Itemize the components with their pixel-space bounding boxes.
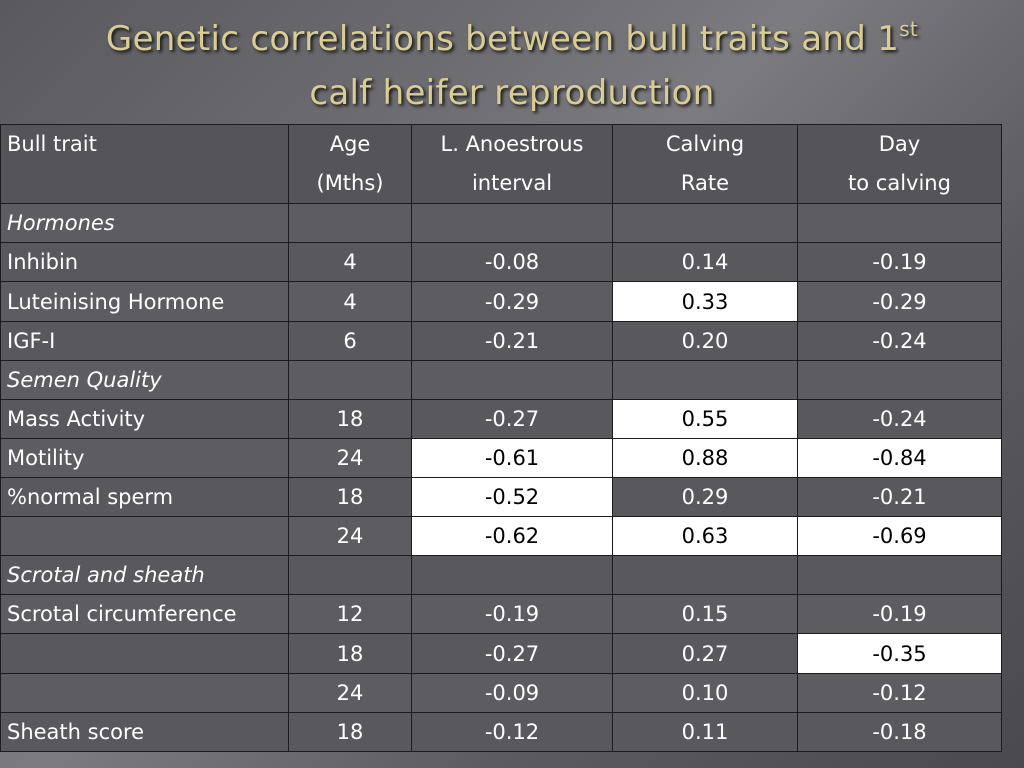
cell-day-to-calving	[797, 359, 1002, 400]
cell-day-to-calving: -0.69	[797, 516, 1002, 557]
table-row: 18 -0.27 0.27 -0.35	[0, 633, 1002, 674]
cell-age	[288, 203, 412, 244]
cell-bull-trait: Inhibin	[0, 242, 289, 283]
cell-age	[288, 555, 412, 596]
cell-calving-rate: 0.15	[612, 594, 798, 635]
table-header-row: Bull trait Age (Mths) L. Anoestrous interv…	[0, 123, 1002, 205]
cell-bull-trait: Sheath score	[0, 711, 289, 753]
header-day-to-calving: Day to calving	[797, 123, 1002, 205]
cell-calving-rate: 0.63	[612, 516, 798, 557]
cell-day-to-calving: -0.35	[797, 633, 1002, 674]
cell-calving-rate	[612, 555, 798, 596]
cell-age	[288, 359, 412, 400]
table-row: 24 -0.62 0.63 -0.69	[0, 516, 1002, 557]
cell-day-to-calving: -0.24	[797, 320, 1002, 361]
cell-anoestrous-interval: -0.21	[411, 320, 613, 361]
cell-bull-trait: %normal sperm	[0, 477, 289, 518]
title-superscript: st	[899, 17, 919, 41]
table-row: %normal sperm 18 -0.52 0.29 -0.21	[0, 477, 1002, 518]
correlation-table: Bull trait Age (Mths) L. Anoestrous interv…	[0, 123, 1002, 753]
section-label: Hormones	[0, 203, 289, 244]
cell-bull-trait	[0, 672, 289, 713]
cell-bull-trait: Luteinising Hormone	[0, 281, 289, 322]
cell-anoestrous-interval	[411, 555, 613, 596]
cell-calving-rate: 0.20	[612, 320, 798, 361]
slide-title: Genetic correlations between bull traits…	[0, 12, 1024, 120]
cell-anoestrous-interval	[411, 359, 613, 400]
cell-calving-rate: 0.11	[612, 711, 798, 753]
cell-bull-trait: Mass Activity	[0, 398, 289, 439]
cell-bull-trait: IGF-I	[0, 320, 289, 361]
cell-calving-rate: 0.10	[612, 672, 798, 713]
cell-anoestrous-interval: -0.61	[411, 437, 613, 479]
section-row: Scrotal and sheath	[0, 555, 1002, 596]
header-bull-trait: Bull trait	[0, 123, 289, 205]
header-calving-rate: Calving Rate	[612, 123, 798, 205]
cell-anoestrous-interval: -0.19	[411, 594, 613, 635]
cell-calving-rate: 0.27	[612, 633, 798, 674]
cell-anoestrous-interval	[411, 203, 613, 244]
cell-day-to-calving: -0.18	[797, 711, 1002, 753]
cell-calving-rate: 0.29	[612, 477, 798, 518]
cell-day-to-calving: -0.21	[797, 477, 1002, 518]
section-row: Semen Quality	[0, 359, 1002, 400]
cell-day-to-calving: -0.24	[797, 398, 1002, 439]
cell-age: 24	[288, 516, 412, 557]
cell-age: 18	[288, 711, 412, 753]
cell-day-to-calving: -0.19	[797, 242, 1002, 283]
cell-calving-rate	[612, 359, 798, 400]
cell-day-to-calving: -0.84	[797, 437, 1002, 479]
cell-calving-rate: 0.14	[612, 242, 798, 283]
table-row: Motility 24 -0.61 0.88 -0.84	[0, 437, 1002, 479]
cell-age: 4	[288, 242, 412, 283]
cell-age: 18	[288, 633, 412, 674]
cell-calving-rate: 0.55	[612, 398, 798, 439]
cell-calving-rate: 0.88	[612, 437, 798, 479]
cell-calving-rate: 0.33	[612, 281, 798, 322]
section-row: Hormones	[0, 203, 1002, 244]
cell-anoestrous-interval: -0.08	[411, 242, 613, 283]
cell-day-to-calving: -0.12	[797, 672, 1002, 713]
cell-calving-rate	[612, 203, 798, 244]
title-line-1: Genetic correlations between bull traits…	[105, 19, 900, 59]
cell-anoestrous-interval: -0.29	[411, 281, 613, 322]
cell-day-to-calving	[797, 555, 1002, 596]
table-row: IGF-I 6 -0.21 0.20 -0.24	[0, 320, 1002, 361]
cell-day-to-calving: -0.29	[797, 281, 1002, 322]
cell-age: 24	[288, 437, 412, 479]
cell-anoestrous-interval: -0.27	[411, 398, 613, 439]
cell-bull-trait: Motility	[0, 437, 289, 479]
cell-day-to-calving: -0.19	[797, 594, 1002, 635]
header-anoestrous-interval: L. Anoestrous interval	[411, 123, 613, 205]
cell-day-to-calving	[797, 203, 1002, 244]
cell-age: 6	[288, 320, 412, 361]
cell-anoestrous-interval: -0.09	[411, 672, 613, 713]
cell-bull-trait: Scrotal circumference	[0, 594, 289, 635]
cell-bull-trait	[0, 516, 289, 557]
table-row: Sheath score 18 -0.12 0.11 -0.18	[0, 711, 1002, 753]
table-row: Scrotal circumference 12 -0.19 0.15 -0.19	[0, 594, 1002, 635]
cell-bull-trait	[0, 633, 289, 674]
cell-anoestrous-interval: -0.27	[411, 633, 613, 674]
header-age: Age (Mths)	[288, 123, 412, 205]
cell-anoestrous-interval: -0.62	[411, 516, 613, 557]
cell-age: 12	[288, 594, 412, 635]
table-row: Mass Activity 18 -0.27 0.55 -0.24	[0, 398, 1002, 439]
cell-age: 4	[288, 281, 412, 322]
title-line-2: calf heifer reproduction	[309, 73, 715, 113]
cell-age: 18	[288, 477, 412, 518]
cell-age: 18	[288, 398, 412, 439]
cell-age: 24	[288, 672, 412, 713]
table-row: Luteinising Hormone 4 -0.29 0.33 -0.29	[0, 281, 1002, 322]
cell-anoestrous-interval: -0.52	[411, 477, 613, 518]
section-label: Scrotal and sheath	[0, 555, 289, 596]
section-label: Semen Quality	[0, 359, 289, 400]
table-row: 24 -0.09 0.10 -0.12	[0, 672, 1002, 713]
table-row: Inhibin 4 -0.08 0.14 -0.19	[0, 242, 1002, 283]
cell-anoestrous-interval: -0.12	[411, 711, 613, 753]
